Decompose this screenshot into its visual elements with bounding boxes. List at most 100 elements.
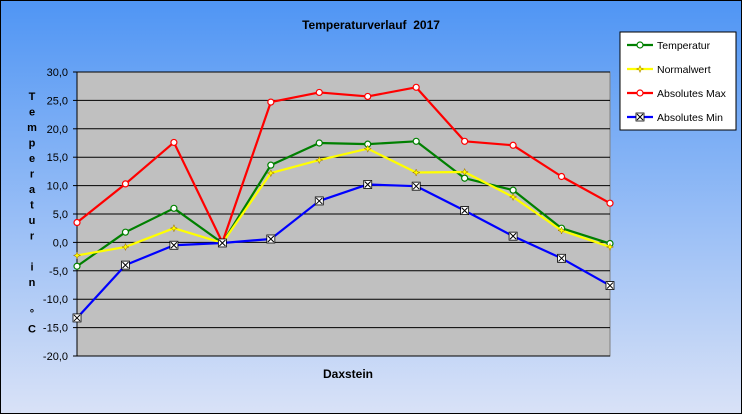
- data-point: [461, 137, 469, 145]
- data-point: [557, 172, 566, 181]
- data-point: [412, 83, 420, 91]
- y-tick-label: 15,0: [47, 152, 68, 164]
- data-point: [169, 240, 179, 250]
- marker-cross: [267, 235, 275, 243]
- chart-title: Temperaturverlauf 2017: [302, 18, 440, 32]
- y-axis-title-char: r: [30, 169, 35, 181]
- series-layer: [72, 83, 615, 323]
- series-normalwert: [72, 144, 615, 260]
- y-axis-title-char: i: [30, 262, 33, 274]
- legend-marker: [636, 89, 644, 97]
- marker-cross: [364, 181, 372, 188]
- y-tick-label: -10,0: [43, 294, 68, 306]
- legend-entry: Temperatur: [627, 40, 711, 52]
- marker-cross: [606, 282, 614, 289]
- y-tick-label: -5,0: [49, 266, 68, 278]
- data-point: [266, 234, 276, 244]
- gridlines: [73, 71, 610, 357]
- marker-cross: [122, 261, 129, 269]
- y-axis-title-char: a: [29, 184, 36, 196]
- series-line: [76, 183, 611, 319]
- data-point: [412, 137, 420, 145]
- data-point: [121, 260, 130, 270]
- y-axis-title-char: n: [29, 277, 36, 289]
- data-point: [72, 251, 82, 260]
- data-point: [460, 206, 470, 215]
- data-point: [169, 224, 179, 233]
- data-point: [315, 88, 323, 97]
- legend-entry: Absolutes Max: [627, 88, 727, 100]
- y-tick-label: 5,0: [53, 209, 68, 221]
- y-axis-title-char: T: [29, 91, 36, 103]
- y-tick-label: 0,0: [53, 237, 68, 249]
- y-tick-label: 20,0: [47, 124, 68, 136]
- data-point: [411, 181, 421, 191]
- marker-cross: [636, 113, 644, 121]
- data-point: [217, 238, 227, 248]
- data-point: [121, 242, 130, 252]
- data-point: [267, 161, 275, 169]
- data-point: [170, 138, 178, 147]
- y-axis-title-char: °: [30, 308, 34, 320]
- data-point: [605, 242, 615, 252]
- data-point: [266, 168, 275, 178]
- data-point: [460, 167, 469, 177]
- series-temperatur: [73, 137, 614, 270]
- x-axis-title: Daxstein: [323, 367, 373, 381]
- marker-cross: [170, 241, 178, 249]
- legend-label: Absolutes Min: [657, 112, 723, 124]
- marker-cross: [219, 239, 226, 247]
- marker-cross: [509, 232, 517, 240]
- series-line: [76, 147, 611, 257]
- data-point: [267, 98, 275, 106]
- data-point: [605, 281, 615, 290]
- marker-cross: [461, 207, 468, 214]
- legend: Temperatur Normalwert Absolutes Max Absolut…: [619, 31, 737, 131]
- data-point: [606, 199, 614, 207]
- data-point: [315, 155, 324, 165]
- data-point: [557, 226, 566, 235]
- data-point: [121, 180, 130, 188]
- data-point: [314, 196, 324, 206]
- legend-label: Absolutes Max: [657, 88, 727, 100]
- marker-cross: [412, 182, 420, 190]
- marker-cross: [315, 197, 323, 205]
- data-point: [363, 144, 372, 153]
- data-point: [508, 231, 518, 241]
- y-axis-title-char: p: [29, 138, 36, 150]
- data-point: [509, 186, 517, 194]
- legend-marker: [636, 41, 644, 49]
- marker-cross: [73, 314, 81, 322]
- y-axis-title-char: t: [30, 200, 34, 212]
- legend-marker: [635, 64, 645, 74]
- marker-cross: [558, 254, 565, 262]
- legend-label: Temperatur: [657, 40, 711, 52]
- legend-entry: Absolutes Min: [627, 112, 723, 124]
- data-point: [73, 218, 81, 227]
- legend-marker: [635, 112, 645, 122]
- legend-label: Normalwert: [657, 64, 711, 76]
- series-absolutes-min: [72, 180, 615, 323]
- data-point: [121, 228, 130, 236]
- y-axis-title-char: r: [30, 231, 35, 243]
- y-axis-title-char: e: [29, 107, 35, 119]
- y-axis-title-char: m: [27, 122, 37, 134]
- data-point: [557, 253, 566, 263]
- y-axis-title-char: u: [29, 215, 36, 227]
- data-point: [509, 141, 517, 149]
- data-point: [73, 262, 81, 270]
- data-point: [508, 192, 518, 202]
- legend-entry: Normalwert: [627, 64, 711, 76]
- data-point: [412, 168, 421, 177]
- data-point: [170, 204, 178, 212]
- data-point: [72, 313, 82, 323]
- y-tick-label: -15,0: [43, 323, 68, 335]
- y-tick-label: 25,0: [47, 95, 68, 107]
- y-tick-label: -20,0: [43, 351, 68, 363]
- y-tick-labels: 30,0 25,0 20,0 15,0 10,0 5,0 0,0 -5,0 -1…: [43, 67, 68, 363]
- data-point: [315, 139, 323, 147]
- series-line: [76, 86, 611, 244]
